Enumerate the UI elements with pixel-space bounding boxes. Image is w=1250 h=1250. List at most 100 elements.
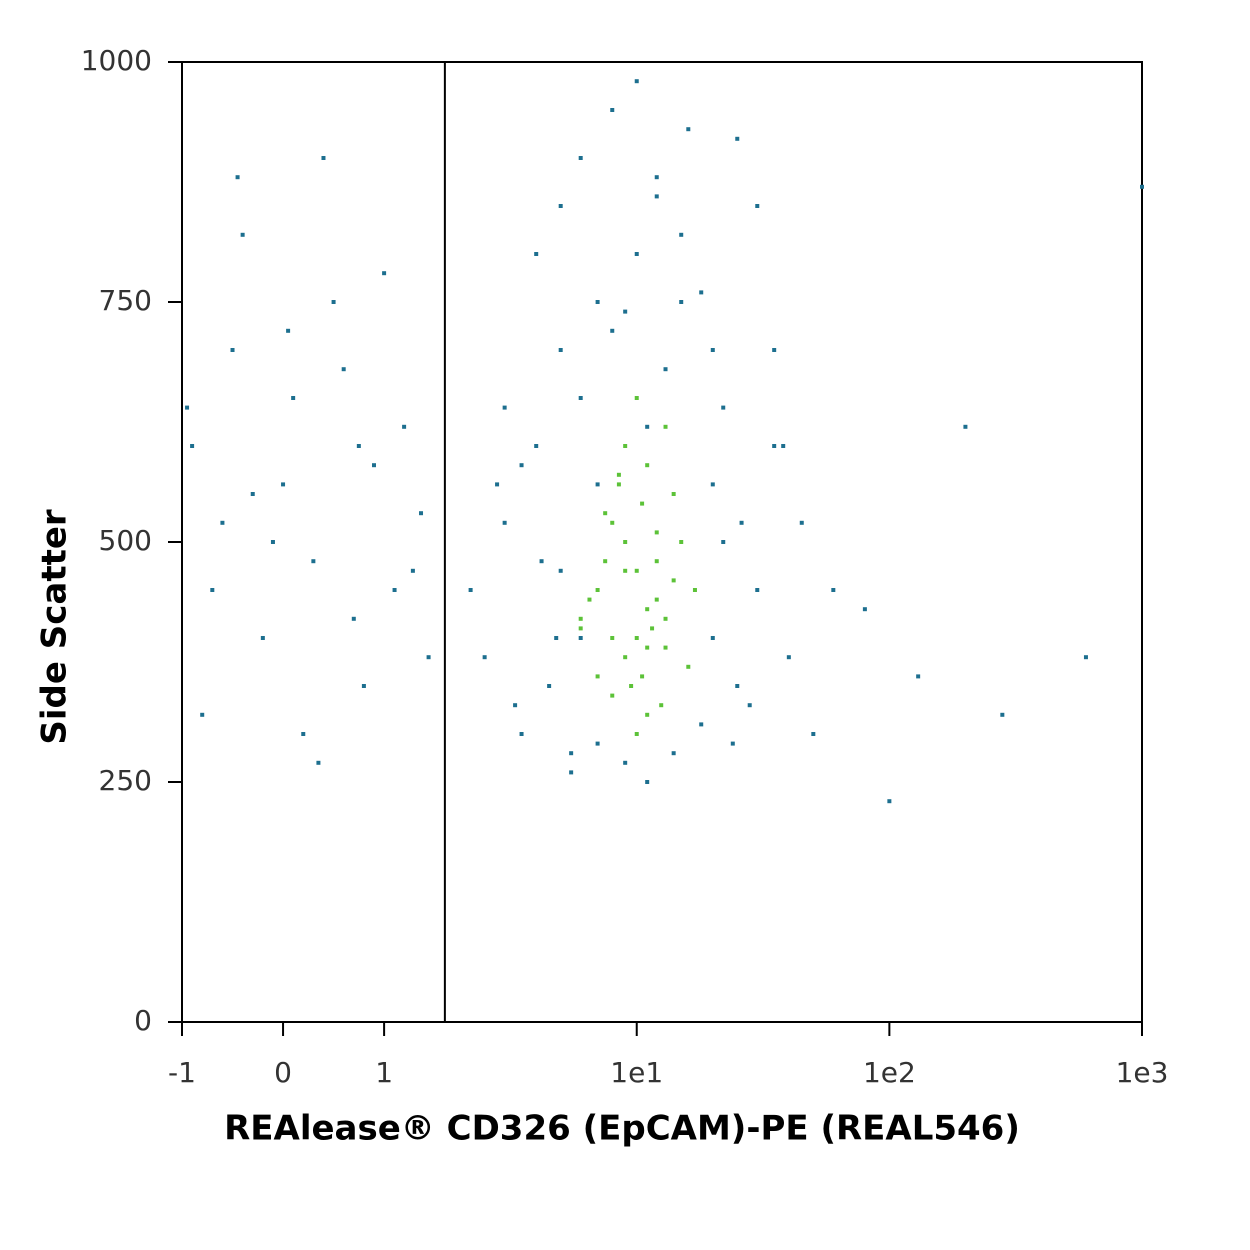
point — [699, 290, 704, 295]
point — [616, 472, 621, 477]
point — [1083, 655, 1088, 660]
point — [351, 616, 356, 621]
point — [634, 732, 639, 736]
point — [519, 463, 524, 468]
point — [419, 511, 424, 516]
point — [710, 636, 715, 640]
point — [679, 232, 684, 237]
point — [735, 684, 740, 688]
point — [200, 712, 205, 717]
point — [321, 156, 326, 160]
point — [623, 540, 628, 544]
point — [502, 405, 507, 410]
point — [402, 424, 407, 429]
point — [311, 559, 316, 564]
point — [610, 520, 615, 525]
point — [799, 520, 804, 525]
point — [610, 328, 615, 333]
point — [610, 636, 615, 640]
point — [730, 741, 735, 746]
point — [426, 655, 431, 660]
point — [595, 741, 600, 746]
point — [654, 530, 659, 535]
point — [578, 636, 583, 640]
point — [382, 271, 387, 276]
point — [372, 463, 376, 468]
point — [603, 511, 608, 516]
point — [963, 424, 968, 429]
y-tick-label: 500 — [99, 524, 152, 557]
point — [710, 348, 715, 352]
point — [595, 588, 600, 592]
point — [659, 703, 664, 708]
x-tick-label: 1e1 — [610, 1056, 663, 1089]
point — [721, 405, 726, 410]
point — [699, 722, 704, 727]
point — [210, 588, 215, 592]
y-tick-label: 1000 — [81, 44, 152, 77]
point — [811, 732, 816, 736]
point — [316, 760, 321, 765]
y-tick-label: 250 — [99, 764, 152, 797]
point — [534, 444, 539, 448]
point — [786, 655, 791, 660]
point — [654, 559, 659, 564]
point — [610, 693, 615, 698]
point — [301, 732, 306, 736]
x-tick-label: 1e2 — [863, 1056, 916, 1089]
point — [629, 684, 634, 688]
point — [558, 204, 563, 208]
point — [595, 674, 600, 679]
point — [190, 444, 195, 448]
point — [270, 540, 275, 544]
point — [634, 636, 639, 640]
point — [862, 607, 867, 612]
point — [595, 482, 600, 487]
point — [747, 703, 752, 708]
point — [220, 520, 225, 525]
point — [539, 559, 544, 564]
point — [692, 588, 697, 592]
point — [502, 520, 507, 525]
y-axis-title: Side Scatter — [35, 509, 75, 745]
x-axis-title: REAlease® CD326 (EpCAM)-PE (REAL546) — [224, 1109, 1020, 1149]
point — [623, 760, 628, 765]
point — [569, 751, 574, 756]
point — [356, 444, 361, 448]
point — [671, 578, 676, 583]
point — [468, 588, 473, 592]
plot-frame — [181, 61, 1143, 1023]
point — [679, 540, 684, 544]
point — [772, 444, 777, 448]
point — [341, 367, 346, 372]
point — [645, 645, 650, 650]
point — [235, 175, 240, 180]
point — [240, 232, 245, 237]
point — [640, 674, 645, 679]
point — [392, 588, 397, 592]
point — [578, 626, 583, 631]
point — [578, 616, 583, 621]
x-tick-label: 1 — [375, 1056, 393, 1089]
point — [645, 463, 650, 468]
point — [772, 348, 777, 352]
point — [721, 540, 726, 544]
point — [634, 568, 639, 573]
point — [513, 703, 518, 708]
point — [623, 444, 628, 448]
point — [735, 136, 740, 141]
point — [645, 780, 650, 784]
point — [185, 405, 190, 410]
point — [291, 396, 296, 400]
point — [410, 568, 415, 573]
point — [534, 252, 539, 256]
point — [230, 348, 235, 352]
point — [663, 367, 668, 372]
point — [654, 175, 659, 180]
point — [250, 492, 255, 496]
point — [610, 108, 615, 112]
point — [663, 645, 668, 650]
point — [654, 597, 659, 602]
point — [623, 568, 628, 573]
